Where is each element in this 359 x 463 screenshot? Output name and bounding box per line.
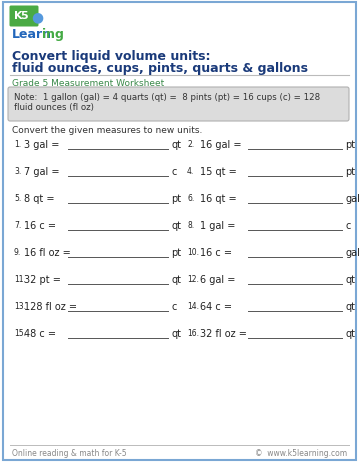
Text: 6 gal =: 6 gal = [200,275,236,284]
Text: Grade 5 Measurement Worksheet: Grade 5 Measurement Worksheet [12,79,164,88]
FancyBboxPatch shape [9,6,38,27]
Text: qt: qt [345,275,355,284]
Text: pt: pt [171,247,181,257]
Text: Online reading & math for K-5: Online reading & math for K-5 [12,448,127,457]
Text: 128 fl oz =: 128 fl oz = [24,301,77,311]
Text: qt: qt [171,220,181,231]
Text: pt: pt [345,167,355,176]
Text: 48 c =: 48 c = [24,328,56,338]
FancyBboxPatch shape [8,88,349,122]
Text: c: c [171,301,176,311]
Text: pt: pt [345,140,355,150]
Text: 8 qt =: 8 qt = [24,194,55,204]
Text: 16.: 16. [187,328,199,337]
Text: 12.: 12. [187,275,199,283]
Text: gal: gal [345,194,359,204]
Text: 8.: 8. [187,220,194,230]
Text: 16 qt =: 16 qt = [200,194,237,204]
Text: pt: pt [171,194,181,204]
Text: 1 gal =: 1 gal = [200,220,236,231]
Text: 2.: 2. [187,140,194,149]
Text: 11.: 11. [14,275,26,283]
Text: 3.: 3. [14,167,21,175]
Text: ●: ● [31,10,43,24]
Text: c: c [171,167,176,176]
Text: Convert liquid volume units:: Convert liquid volume units: [12,50,210,63]
Text: 7.: 7. [14,220,21,230]
Text: 64 c =: 64 c = [200,301,232,311]
Text: 15 qt =: 15 qt = [200,167,237,176]
Text: qt: qt [345,301,355,311]
Text: 3 gal =: 3 gal = [24,140,59,150]
Text: qt: qt [345,328,355,338]
Text: 1.: 1. [14,140,21,149]
Text: 5: 5 [20,11,28,21]
Text: Note:  1 gallon (gal) = 4 quarts (qt) =  8 pints (pt) = 16 cups (c) = 128: Note: 1 gallon (gal) = 4 quarts (qt) = 8… [14,93,320,102]
Text: qt: qt [171,328,181,338]
Text: gal: gal [345,247,359,257]
Text: ing: ing [42,28,64,41]
Text: fluid ounces, cups, pints, quarts & gallons: fluid ounces, cups, pints, quarts & gall… [12,62,308,75]
Text: 16 c =: 16 c = [200,247,232,257]
Text: ©  www.k5learning.com: © www.k5learning.com [255,448,347,457]
Text: 16 gal =: 16 gal = [200,140,242,150]
Text: 16 fl oz =: 16 fl oz = [24,247,71,257]
Text: c: c [345,220,350,231]
Text: qt: qt [171,275,181,284]
Text: fluid ounces (fl oz): fluid ounces (fl oz) [14,103,94,112]
Text: Convert the given measures to new units.: Convert the given measures to new units. [12,126,202,135]
Text: qt: qt [171,140,181,150]
Text: 9.: 9. [14,247,21,257]
Text: 14.: 14. [187,301,199,310]
Text: 13.: 13. [14,301,26,310]
Text: 6.: 6. [187,194,194,202]
Text: Learn: Learn [12,28,52,41]
Text: 10.: 10. [187,247,199,257]
Text: K: K [14,11,23,21]
Text: 5.: 5. [14,194,21,202]
Text: 32 fl oz =: 32 fl oz = [200,328,247,338]
Text: 16 c =: 16 c = [24,220,56,231]
Text: 7 gal =: 7 gal = [24,167,60,176]
Text: 15.: 15. [14,328,26,337]
Text: 32 pt =: 32 pt = [24,275,61,284]
Text: 4.: 4. [187,167,194,175]
